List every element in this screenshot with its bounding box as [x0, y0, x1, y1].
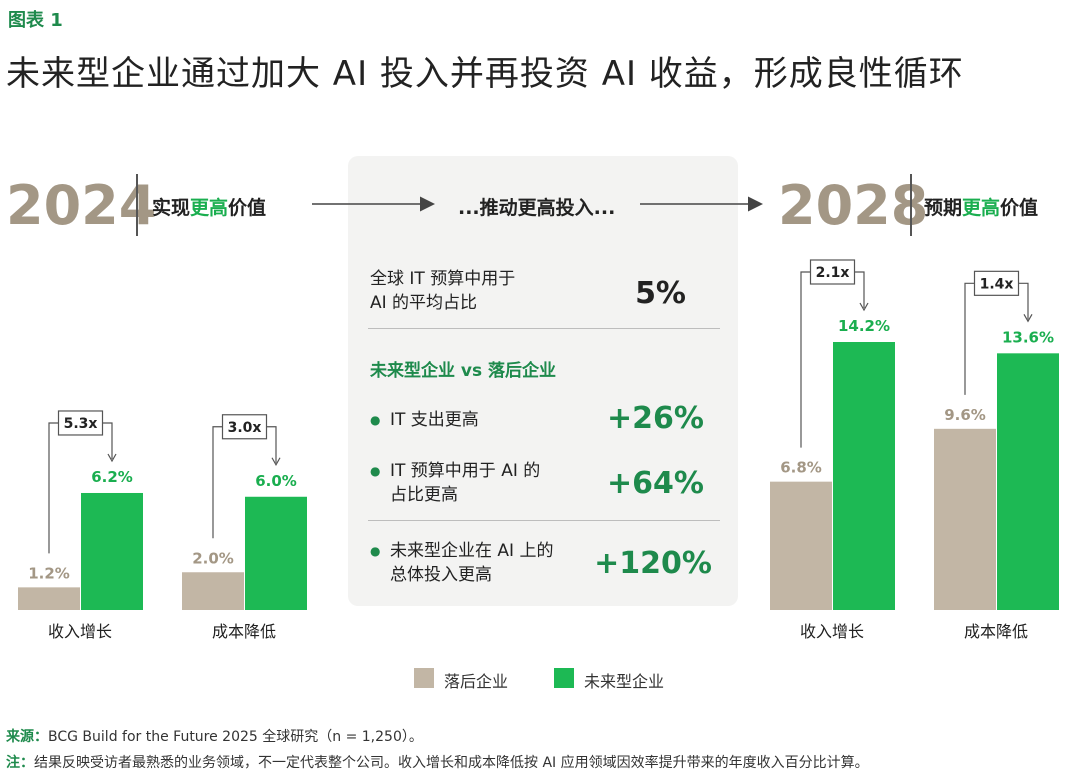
divider-line — [910, 174, 912, 236]
bullet-icon: ● — [370, 413, 381, 427]
bar-laggard — [182, 572, 244, 610]
divider-line — [136, 174, 138, 236]
data-label-future: 6.0% — [255, 472, 297, 490]
multiplier-box — [221, 414, 268, 440]
budget-label-line2: AI 的平均占比 — [370, 293, 478, 313]
subtitle-highlight: 更高 — [190, 197, 229, 219]
compare-item-2-label-line1: IT 预算中用于 AI 的 — [390, 461, 541, 481]
middle-panel — [348, 156, 738, 606]
multiplier-box — [57, 410, 104, 436]
bracket-line — [854, 271, 865, 308]
compare-item-1-label: IT 支出更高 — [390, 410, 479, 430]
compare-item-3-label-line2: 总体投入更高 — [390, 565, 492, 585]
bracket-line — [964, 282, 975, 395]
legend-label-laggard: 落后企业 — [444, 672, 509, 691]
arrow-down-icon — [859, 302, 869, 312]
multiplier-label: 1.4x — [980, 276, 1014, 292]
multiplier-label: 3.0x — [228, 420, 262, 436]
bullet-icon: ● — [370, 464, 381, 478]
figure-label: 图表 1 — [8, 10, 63, 31]
compare-item-1-value: +26% — [607, 401, 704, 436]
compare-heading: 未来型企业 vs 落后企业 — [370, 361, 557, 381]
category-label: 成本降低 — [212, 622, 276, 641]
subtitle-pre: 实现 — [152, 197, 191, 219]
arrow-down-icon — [107, 453, 117, 463]
subtitle-2024: 实现更高价值 — [152, 193, 266, 220]
category-label: 成本降低 — [964, 622, 1028, 641]
category-label: 收入增长 — [800, 622, 864, 641]
compare-item-3-label-line1: 未来型企业在 AI 上的 — [390, 541, 554, 561]
arrow-down-icon — [271, 457, 281, 466]
chart-title: 未来型企业通过加大 AI 投入并再投资 AI 收益，形成良性循环 — [6, 54, 964, 94]
bar-laggard — [18, 587, 80, 610]
compare-item-2-value: +64% — [607, 466, 704, 501]
subtitle-highlight: 更高 — [962, 197, 1001, 219]
subtitle-pre: 预期 — [924, 197, 963, 219]
year-2024: 2024 — [6, 174, 157, 237]
bar-future — [245, 496, 307, 610]
budget-value: 5% — [635, 276, 686, 311]
data-label-laggard: 9.6% — [944, 406, 986, 424]
bracket-line — [102, 422, 113, 459]
data-label-laggard: 2.0% — [192, 549, 234, 567]
multiplier-label: 5.3x — [64, 416, 98, 432]
subtitle-2028: 预期更高价值 — [924, 193, 1038, 220]
bar-future — [81, 492, 143, 610]
bullet-icon: ● — [370, 544, 381, 558]
middle-heading: ...推动更高投入... — [458, 197, 616, 219]
data-label-future: 13.6% — [1002, 328, 1054, 346]
legend-label-future: 未来型企业 — [584, 672, 665, 691]
footer-note: 注：结果反映受访者最熟悉的业务领域，不一定代表整个公司。收入增长和成本降低按 A… — [6, 752, 869, 772]
category-label: 收入增长 — [48, 622, 112, 641]
bracket-line — [48, 422, 59, 554]
legend-swatch-laggard — [414, 668, 434, 688]
legend-swatch-future — [554, 668, 574, 688]
note-label: 注： — [6, 755, 34, 771]
compare-item-3-value: +120% — [594, 546, 712, 581]
bar-laggard — [934, 428, 996, 610]
subtitle-post: 价值 — [1000, 197, 1039, 219]
subtitle-post: 价值 — [228, 197, 267, 219]
data-label-future: 14.2% — [838, 317, 890, 335]
bracket-line — [800, 271, 811, 448]
data-label-laggard: 6.8% — [780, 459, 822, 477]
note-text: 结果反映受访者最熟悉的业务领域，不一定代表整个公司。收入增长和成本降低按 AI … — [34, 755, 869, 771]
source-label: 来源： — [6, 729, 48, 745]
bar-laggard — [770, 481, 832, 610]
bar-future — [997, 353, 1059, 610]
compare-item-2-label-line2: 占比更高 — [390, 485, 458, 505]
bracket-line — [212, 426, 223, 539]
footer-source: 来源：BCG Build for the Future 2025 全球研究（n … — [6, 726, 423, 746]
divider — [368, 520, 720, 521]
arrow-down-icon — [1023, 314, 1033, 323]
budget-label-line1: 全球 IT 预算中用于 — [370, 269, 516, 289]
bar-future — [833, 342, 895, 610]
data-label-laggard: 1.2% — [28, 564, 70, 582]
bracket-line — [266, 426, 277, 463]
bracket-line — [1018, 282, 1029, 320]
source-text: BCG Build for the Future 2025 全球研究（n = 1… — [48, 729, 423, 745]
year-2028: 2028 — [778, 174, 929, 237]
divider — [368, 328, 720, 329]
multiplier-box — [809, 259, 856, 285]
multiplier-label: 2.1x — [816, 265, 850, 281]
data-label-future: 6.2% — [91, 468, 133, 486]
multiplier-box — [973, 270, 1020, 296]
